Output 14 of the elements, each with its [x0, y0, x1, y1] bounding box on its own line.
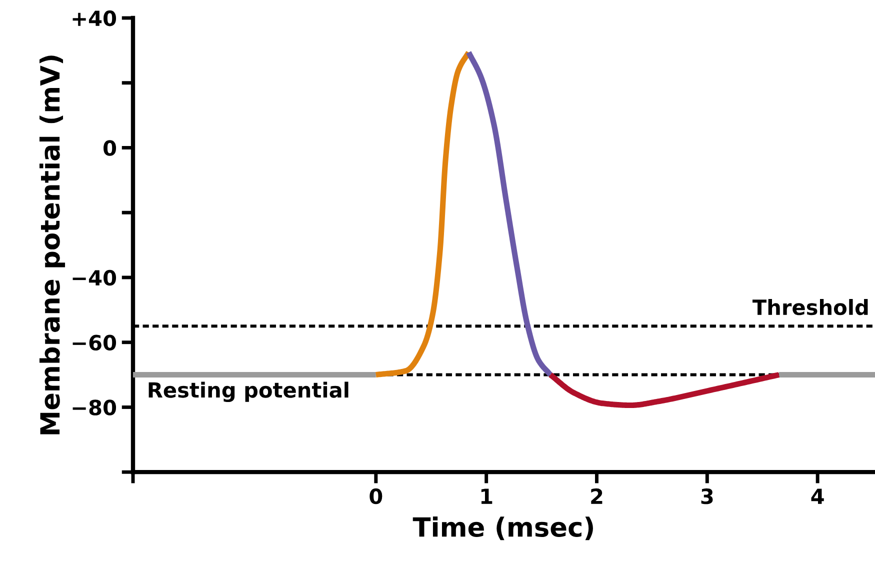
y-tick-label: −80	[72, 400, 116, 416]
x-axis-title: Time (msec)	[412, 516, 593, 540]
x-tick-label: 3	[701, 488, 713, 504]
y-tick-label: +40	[72, 10, 116, 26]
y-tick-label: −60	[72, 334, 116, 351]
y-tick-label: −40	[72, 270, 116, 286]
ref-line-label: Resting potential	[148, 382, 348, 402]
x-tick-label: 2	[591, 488, 602, 504]
x-tick-label: 4	[811, 488, 824, 504]
y-axis-title: Membrane potential (mV)	[39, 56, 66, 434]
x-tick-label: 1	[481, 488, 492, 504]
ref-line-label: Threshold	[752, 299, 868, 316]
x-tick-label: 0	[370, 488, 382, 504]
y-tick-label: 0	[104, 140, 116, 156]
